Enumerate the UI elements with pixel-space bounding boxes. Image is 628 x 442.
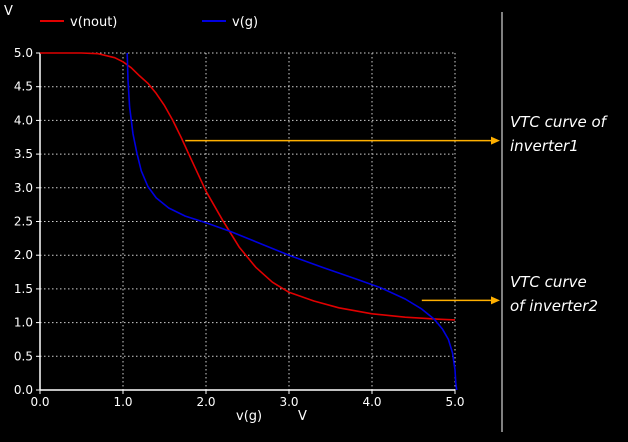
y-tick-label-1: 0.5 xyxy=(14,349,33,363)
y-tick-label-9: 4.5 xyxy=(14,80,33,94)
series-line-vnout xyxy=(40,52,456,321)
annotation-arrowhead-inverter1 xyxy=(491,136,500,145)
y-tick-labels: 0.0 0.5 1.0 1.5 2.0 2.5 3.0 3.5 4.0 4.5 5.0 xyxy=(14,46,40,397)
y-tick-label-6: 3.0 xyxy=(14,181,33,195)
annotations: VTC curve of inverter1 VTC curve of inve… xyxy=(185,113,609,315)
x-tick-label-2: 2.0 xyxy=(196,395,215,409)
y-axis-unit: V xyxy=(4,4,13,19)
x-tick-label-5: 5.0 xyxy=(445,395,464,409)
y-tick-label-2: 1.0 xyxy=(14,316,33,330)
annotation-inverter1: VTC curve of inverter1 xyxy=(185,113,609,155)
x-tick-labels: 0.0 1.0 2.0 3.0 4.0 5.0 xyxy=(30,390,465,409)
annotation-inverter1-line1: VTC curve of xyxy=(510,113,609,131)
y-tick-label-8: 4.0 xyxy=(14,113,33,127)
legend-label-vnout: v(nout) xyxy=(70,15,117,30)
x-tick-label-4: 4.0 xyxy=(362,395,381,409)
y-tick-label-4: 2.0 xyxy=(14,248,33,262)
x-axis-label: v(g) xyxy=(236,409,262,424)
y-tick-label-0: 0.0 xyxy=(14,383,33,397)
annotation-inverter1-line2: inverter1 xyxy=(510,137,579,155)
x-tick-label-0: 0.0 xyxy=(30,395,49,409)
annotation-inverter2-line1: VTC curve xyxy=(510,273,587,291)
y-tick-label-3: 1.5 xyxy=(14,282,33,296)
y-tick-label-5: 2.5 xyxy=(14,215,33,229)
x-axis-unit: V xyxy=(298,409,307,424)
grid-lines xyxy=(40,52,456,390)
x-tick-label-1: 1.0 xyxy=(113,395,132,409)
legend: v(nout) v(g) xyxy=(40,15,258,30)
series-lines xyxy=(40,52,458,391)
series-line-vg xyxy=(126,52,458,391)
annotation-inverter2-line2: of inverter2 xyxy=(510,297,598,315)
x-tick-label-3: 3.0 xyxy=(279,395,298,409)
y-tick-label-7: 3.5 xyxy=(14,147,33,161)
legend-label-vg: v(g) xyxy=(232,15,258,30)
y-tick-label-10: 5.0 xyxy=(14,46,33,60)
annotation-inverter2: VTC curve of inverter2 xyxy=(421,273,598,315)
annotation-arrowhead-inverter2 xyxy=(491,296,500,305)
